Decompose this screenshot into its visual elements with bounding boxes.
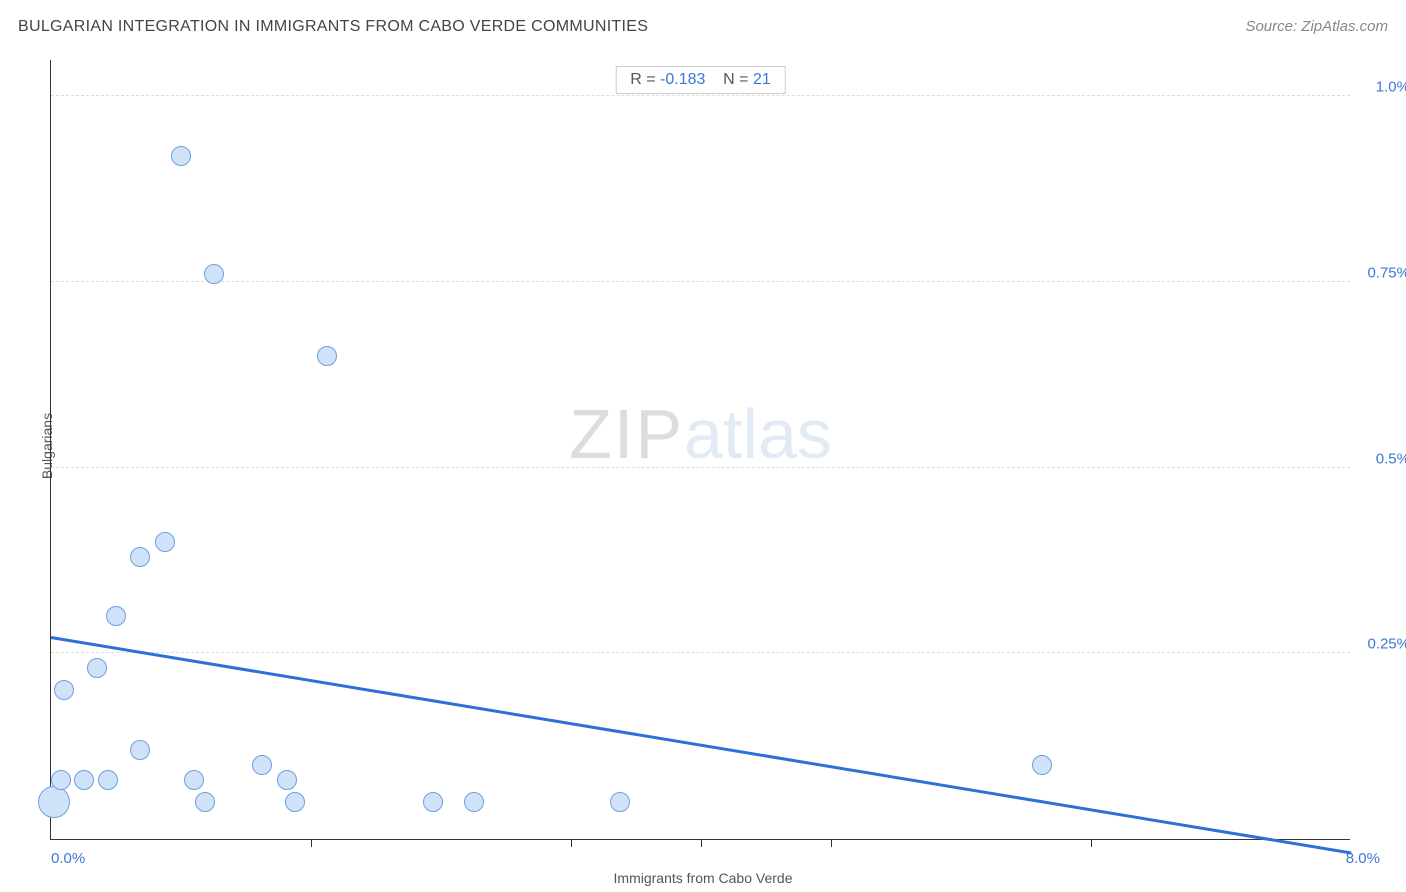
gridline (51, 281, 1350, 282)
x-tick (701, 839, 702, 847)
watermark: ZIPatlas (569, 394, 832, 474)
data-point (423, 792, 443, 812)
data-point (285, 792, 305, 812)
stats-box: R = -0.183 N = 21 (615, 66, 786, 94)
data-point (464, 792, 484, 812)
data-point (610, 792, 630, 812)
header: BULGARIAN INTEGRATION IN IMMIGRANTS FROM… (18, 18, 1388, 48)
gridline (51, 95, 1350, 96)
data-point (106, 606, 126, 626)
chart-title: BULGARIAN INTEGRATION IN IMMIGRANTS FROM… (18, 18, 648, 35)
data-point (252, 755, 272, 775)
source-label: Source: ZipAtlas.com (1245, 18, 1388, 35)
x-min-label: 0.0% (51, 850, 85, 867)
data-point (98, 770, 118, 790)
data-point (184, 770, 204, 790)
data-point (155, 532, 175, 552)
data-point (1032, 755, 1052, 775)
n-value: 21 (753, 71, 771, 88)
data-point (87, 658, 107, 678)
gridline (51, 652, 1350, 653)
x-tick (571, 839, 572, 847)
y-tick-label: 0.25% (1367, 636, 1406, 653)
x-tick (311, 839, 312, 847)
data-point (130, 740, 150, 760)
data-point (277, 770, 297, 790)
data-point (171, 146, 191, 166)
y-tick-label: 0.5% (1376, 450, 1406, 467)
trend-line (51, 636, 1351, 854)
x-tick (1091, 839, 1092, 847)
data-point (130, 547, 150, 567)
scatter-chart: ZIPatlas R = -0.183 N = 21 0.25%0.5%0.75… (50, 60, 1350, 840)
data-point (54, 680, 74, 700)
data-point (38, 786, 70, 818)
r-label: R = (630, 71, 655, 88)
data-point (51, 770, 71, 790)
data-point (74, 770, 94, 790)
watermark-zip: ZIP (569, 395, 684, 473)
r-value: -0.183 (660, 71, 705, 88)
x-tick (831, 839, 832, 847)
y-tick-label: 0.75% (1367, 264, 1406, 281)
n-label: N = (723, 71, 748, 88)
y-tick-label: 1.0% (1376, 79, 1406, 96)
data-point (204, 264, 224, 284)
x-axis-label: Immigrants from Cabo Verde (614, 870, 793, 886)
gridline (51, 467, 1350, 468)
watermark-atlas: atlas (684, 395, 832, 473)
data-point (195, 792, 215, 812)
data-point (317, 346, 337, 366)
